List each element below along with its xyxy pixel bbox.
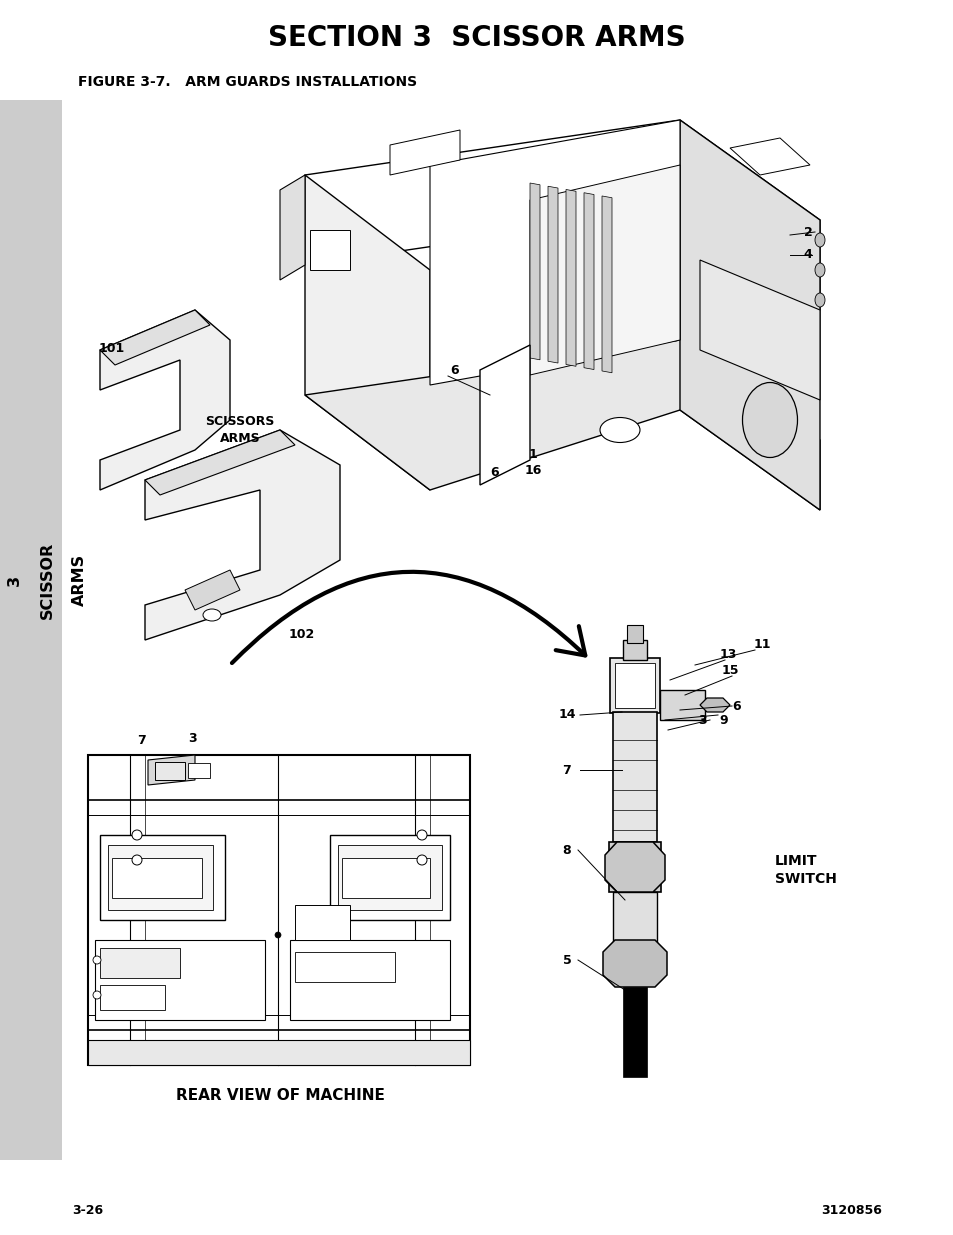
Text: 16: 16 — [524, 463, 541, 477]
FancyBboxPatch shape — [294, 905, 350, 940]
Polygon shape — [479, 345, 530, 485]
Polygon shape — [305, 340, 820, 510]
Polygon shape — [390, 130, 459, 175]
Text: 3-26: 3-26 — [71, 1203, 103, 1216]
FancyBboxPatch shape — [88, 755, 470, 1065]
Text: 5: 5 — [562, 953, 571, 967]
FancyBboxPatch shape — [341, 858, 430, 898]
Text: 9: 9 — [719, 714, 727, 726]
Ellipse shape — [814, 293, 824, 308]
Text: 7: 7 — [137, 734, 146, 746]
Text: 3120856: 3120856 — [821, 1203, 882, 1216]
FancyBboxPatch shape — [188, 763, 210, 778]
FancyBboxPatch shape — [609, 658, 659, 713]
Text: 6: 6 — [732, 699, 740, 713]
Text: 6: 6 — [490, 466, 498, 478]
Text: 14: 14 — [558, 709, 576, 721]
Polygon shape — [700, 261, 820, 400]
FancyBboxPatch shape — [100, 835, 225, 920]
Polygon shape — [305, 120, 820, 310]
Ellipse shape — [92, 990, 101, 999]
FancyBboxPatch shape — [88, 1040, 470, 1065]
Ellipse shape — [741, 383, 797, 457]
FancyBboxPatch shape — [100, 948, 180, 978]
Text: 13: 13 — [719, 648, 736, 662]
FancyBboxPatch shape — [330, 835, 450, 920]
Polygon shape — [280, 175, 305, 280]
Polygon shape — [729, 138, 809, 175]
Polygon shape — [604, 842, 664, 892]
Text: 15: 15 — [720, 663, 738, 677]
FancyBboxPatch shape — [108, 845, 213, 910]
Ellipse shape — [203, 609, 221, 621]
Ellipse shape — [92, 956, 101, 965]
FancyBboxPatch shape — [95, 940, 265, 1020]
Polygon shape — [583, 193, 594, 369]
Text: 4: 4 — [802, 248, 812, 262]
Ellipse shape — [274, 932, 281, 939]
FancyBboxPatch shape — [290, 940, 450, 1020]
Text: 1: 1 — [528, 448, 537, 462]
Ellipse shape — [416, 830, 427, 840]
Text: 7: 7 — [562, 763, 571, 777]
Text: 102: 102 — [289, 629, 314, 641]
Polygon shape — [565, 189, 576, 367]
FancyBboxPatch shape — [310, 230, 350, 270]
Ellipse shape — [814, 263, 824, 277]
Ellipse shape — [416, 855, 427, 864]
FancyBboxPatch shape — [100, 986, 165, 1010]
Polygon shape — [700, 698, 729, 713]
FancyBboxPatch shape — [615, 663, 655, 708]
Polygon shape — [305, 175, 430, 490]
FancyBboxPatch shape — [622, 640, 646, 659]
Polygon shape — [547, 186, 558, 363]
FancyBboxPatch shape — [0, 100, 62, 1160]
Text: 3: 3 — [698, 714, 706, 726]
Polygon shape — [185, 571, 240, 610]
Text: 8: 8 — [562, 844, 571, 857]
Polygon shape — [148, 755, 194, 785]
Text: 3: 3 — [189, 731, 197, 745]
FancyBboxPatch shape — [626, 625, 642, 643]
Text: 11: 11 — [753, 638, 770, 652]
Polygon shape — [601, 196, 612, 373]
Text: FIGURE 3-7.   ARM GUARDS INSTALLATIONS: FIGURE 3-7. ARM GUARDS INSTALLATIONS — [78, 75, 416, 89]
Polygon shape — [530, 183, 539, 359]
Text: 101: 101 — [99, 342, 125, 354]
Polygon shape — [530, 165, 679, 375]
Text: SECTION 3  SCISSOR ARMS: SECTION 3 SCISSOR ARMS — [268, 23, 685, 52]
Text: 6: 6 — [450, 363, 458, 377]
Text: LIMIT
SWITCH: LIMIT SWITCH — [774, 855, 836, 885]
FancyBboxPatch shape — [613, 892, 657, 952]
FancyBboxPatch shape — [337, 845, 441, 910]
Polygon shape — [100, 310, 210, 366]
Text: SECTION
 
3
 
SCISSOR
 
ARMS: SECTION 3 SCISSOR ARMS — [0, 541, 87, 619]
Ellipse shape — [132, 830, 142, 840]
Ellipse shape — [599, 417, 639, 442]
Polygon shape — [679, 120, 820, 510]
Text: REAR VIEW OF MACHINE: REAR VIEW OF MACHINE — [175, 1088, 384, 1103]
Ellipse shape — [132, 855, 142, 864]
Polygon shape — [430, 120, 679, 385]
Polygon shape — [602, 940, 666, 987]
Ellipse shape — [814, 233, 824, 247]
FancyArrowPatch shape — [232, 572, 585, 663]
FancyBboxPatch shape — [659, 690, 704, 720]
Text: SCISSORS
ARMS: SCISSORS ARMS — [205, 415, 274, 445]
Polygon shape — [145, 430, 294, 495]
Polygon shape — [100, 310, 230, 490]
FancyBboxPatch shape — [294, 952, 395, 982]
FancyBboxPatch shape — [613, 713, 657, 842]
Polygon shape — [145, 430, 339, 640]
FancyBboxPatch shape — [154, 762, 185, 781]
FancyBboxPatch shape — [112, 858, 202, 898]
FancyBboxPatch shape — [622, 987, 646, 1077]
FancyBboxPatch shape — [608, 842, 660, 892]
Text: 2: 2 — [802, 226, 812, 238]
